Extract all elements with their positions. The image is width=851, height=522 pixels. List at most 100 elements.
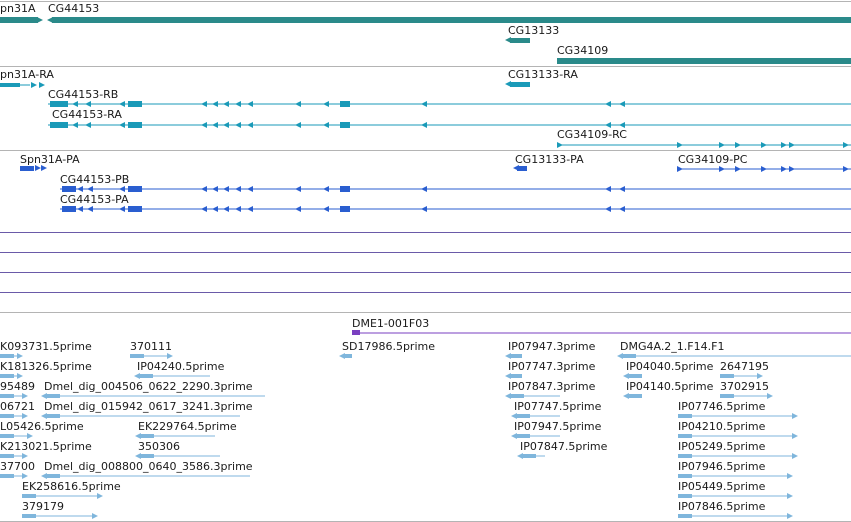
est-block[interactable]	[516, 434, 530, 438]
transcript-strand-arrow[interactable]	[323, 101, 329, 107]
protein-strand-arrow[interactable]	[235, 186, 241, 192]
protein-exon[interactable]	[128, 186, 142, 192]
est-block[interactable]	[0, 414, 14, 418]
transcript-strand-arrow[interactable]	[72, 101, 78, 107]
transcript-strand-arrow[interactable]	[843, 142, 849, 148]
protein-strand-arrow[interactable]	[295, 206, 301, 212]
protein-strand-arrow[interactable]	[87, 186, 93, 192]
est-strand-arrow[interactable]	[167, 353, 173, 359]
transcript-exon[interactable]	[128, 122, 142, 128]
transcript-strand-arrow[interactable]	[212, 101, 218, 107]
protein-strand-arrow[interactable]	[735, 166, 741, 172]
gene-bar[interactable]	[52, 17, 851, 23]
est-strand-arrow[interactable]	[22, 413, 28, 419]
est-strand-arrow[interactable]	[27, 433, 33, 439]
protein-strand-arrow[interactable]	[119, 186, 125, 192]
protein-strand-arrow[interactable]	[35, 165, 41, 171]
gene-strand-arrow[interactable]	[37, 17, 43, 23]
transcript-exon[interactable]	[0, 83, 20, 87]
est-strand-arrow[interactable]	[135, 433, 141, 439]
transcript-exon[interactable]	[340, 122, 350, 128]
protein-strand-arrow[interactable]	[212, 206, 218, 212]
est-strand-arrow[interactable]	[767, 393, 773, 399]
protein-strand-arrow[interactable]	[77, 206, 83, 212]
transcript-strand-arrow[interactable]	[247, 101, 253, 107]
est-strand-arrow[interactable]	[757, 373, 763, 379]
protein-exon[interactable]	[340, 186, 350, 192]
gene-bar[interactable]	[557, 58, 851, 64]
transcript-strand-arrow[interactable]	[201, 101, 207, 107]
est-strand-arrow[interactable]	[505, 353, 511, 359]
protein-strand-arrow[interactable]	[223, 186, 229, 192]
est-block[interactable]	[46, 394, 60, 398]
protein-strand-arrow[interactable]	[421, 186, 427, 192]
est-strand-arrow[interactable]	[511, 413, 517, 419]
protein-strand-arrow[interactable]	[421, 206, 427, 212]
est-strand-arrow[interactable]	[792, 453, 798, 459]
transcript-strand-arrow[interactable]	[557, 142, 563, 148]
protein-strand-arrow[interactable]	[619, 186, 625, 192]
transcript-strand-arrow[interactable]	[119, 101, 125, 107]
est-block[interactable]	[628, 374, 642, 378]
protein-strand-arrow[interactable]	[323, 206, 329, 212]
transcript-strand-arrow[interactable]	[719, 142, 725, 148]
gene-bar[interactable]	[0, 17, 38, 23]
transcript-strand-arrow[interactable]	[323, 122, 329, 128]
est-block[interactable]	[0, 474, 14, 478]
protein-exon[interactable]	[517, 166, 527, 171]
est-block[interactable]	[140, 454, 154, 458]
est-block[interactable]	[0, 354, 14, 358]
transcript-strand-arrow[interactable]	[421, 122, 427, 128]
transcript-strand-arrow[interactable]	[421, 101, 427, 107]
est-strand-arrow[interactable]	[41, 413, 47, 419]
protein-strand-arrow[interactable]	[513, 165, 519, 171]
est-strand-arrow[interactable]	[511, 433, 517, 439]
est-block[interactable]	[0, 454, 14, 458]
est-block[interactable]	[622, 354, 636, 358]
est-strand-arrow[interactable]	[623, 373, 629, 379]
protein-strand-arrow[interactable]	[789, 166, 795, 172]
transcript-strand-arrow[interactable]	[735, 142, 741, 148]
est-block[interactable]	[46, 414, 60, 418]
est-strand-arrow[interactable]	[97, 493, 103, 499]
transcript-strand-arrow[interactable]	[223, 101, 229, 107]
gene-strand-arrow[interactable]	[47, 17, 53, 23]
gene-bar[interactable]	[510, 38, 530, 43]
protein-strand-arrow[interactable]	[247, 186, 253, 192]
protein-exon[interactable]	[62, 206, 76, 212]
est-block[interactable]	[46, 474, 60, 478]
est-block[interactable]	[510, 374, 522, 378]
protein-exon[interactable]	[128, 206, 142, 212]
transcript-strand-arrow[interactable]	[789, 142, 795, 148]
est-strand-arrow[interactable]	[617, 353, 623, 359]
protein-strand-arrow[interactable]	[247, 206, 253, 212]
est-strand-arrow[interactable]	[623, 393, 629, 399]
est-strand-arrow[interactable]	[787, 473, 793, 479]
protein-strand-arrow[interactable]	[605, 206, 611, 212]
transcript-strand-arrow[interactable]	[605, 101, 611, 107]
est-strand-arrow[interactable]	[787, 493, 793, 499]
protein-strand-arrow[interactable]	[295, 186, 301, 192]
transcript-exon[interactable]	[50, 101, 68, 107]
est-block[interactable]	[678, 414, 692, 418]
est-block[interactable]	[139, 374, 153, 378]
protein-strand-arrow[interactable]	[223, 206, 229, 212]
transcript-strand-arrow[interactable]	[235, 101, 241, 107]
est-strand-arrow[interactable]	[792, 413, 798, 419]
transcript-strand-arrow[interactable]	[505, 81, 511, 87]
transcript-strand-arrow[interactable]	[119, 122, 125, 128]
est-block[interactable]	[720, 374, 734, 378]
transcript-strand-arrow[interactable]	[212, 122, 218, 128]
est-strand-arrow[interactable]	[17, 373, 23, 379]
est-strand-arrow[interactable]	[22, 393, 28, 399]
est-block[interactable]	[516, 414, 530, 418]
transcript-strand-arrow[interactable]	[761, 142, 767, 148]
est-block[interactable]	[130, 354, 144, 358]
est-strand-arrow[interactable]	[41, 473, 47, 479]
transcript-strand-arrow[interactable]	[223, 122, 229, 128]
protein-strand-arrow[interactable]	[323, 186, 329, 192]
est-block[interactable]	[0, 394, 14, 398]
transcript-exon[interactable]	[128, 101, 142, 107]
est-block[interactable]	[140, 434, 154, 438]
protein-strand-arrow[interactable]	[119, 206, 125, 212]
